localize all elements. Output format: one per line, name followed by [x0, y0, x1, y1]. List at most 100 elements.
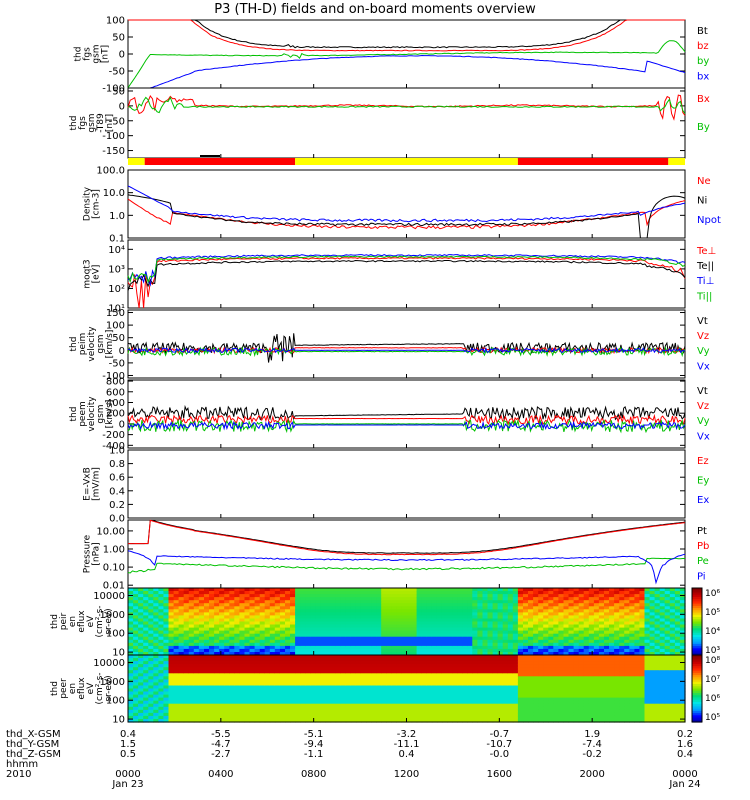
peir_spec-cell [497, 642, 504, 647]
peir_spec-cell [634, 588, 641, 592]
peir_spec-cell [497, 633, 504, 638]
peir_spec-cell [234, 603, 240, 607]
peer_spec-cell [153, 670, 159, 674]
peer_spec-cell [158, 703, 165, 708]
peir_spec-cell [269, 624, 276, 629]
peir_spec-cell [315, 621, 322, 626]
peer_spec-cell [386, 709, 392, 714]
peer_spec-cell [198, 694, 205, 699]
peir_spec-cell [355, 621, 362, 626]
peer_spec-cell [138, 697, 144, 702]
peer_spec-cell [477, 694, 484, 699]
peer_spec-cell [158, 661, 165, 665]
peir_spec-cell [659, 615, 666, 619]
peir_spec-cell [492, 636, 499, 641]
peer_spec-cell [360, 658, 367, 662]
peir_spec-cell [492, 612, 499, 616]
peir_spec-cell [609, 594, 615, 598]
peir_spec-cell [219, 591, 225, 595]
peir_spec-cell [330, 615, 337, 619]
peer_spec-cell [193, 670, 200, 674]
peer_spec-cell [320, 706, 327, 711]
peer_spec-cell [543, 682, 549, 686]
peir_spec-cell [198, 639, 205, 644]
peer_spec-cell [355, 719, 362, 723]
peer_spec-cell [158, 658, 165, 662]
peer_spec-cell [350, 706, 357, 711]
peir_spec-cell [401, 600, 408, 604]
peer_spec-cell [604, 673, 610, 677]
peer_spec-cell [249, 661, 256, 665]
peer_spec-cell [360, 694, 367, 699]
peir_spec-cell [598, 636, 605, 641]
peer_spec-cell [320, 715, 327, 720]
peir_spec-cell [274, 609, 281, 613]
peir_spec-cell [528, 597, 534, 601]
peem-ytick-label: 400 [106, 398, 125, 409]
peer_spec-cell [163, 719, 170, 723]
peer_spec-cell [538, 703, 544, 708]
peer_spec-cell [168, 703, 175, 708]
peir_spec-cell [411, 630, 418, 635]
peer_spec-cell [614, 712, 620, 717]
fgs-ylabel: fgs [83, 47, 93, 61]
peir_spec-cell [487, 648, 494, 653]
peer_spec-cell [143, 661, 149, 665]
peer_spec-cell [462, 706, 468, 711]
peir_spec-cell [133, 645, 139, 650]
peir_spec-cell [421, 630, 428, 635]
peir_spec-cell [634, 603, 641, 607]
peer_spec-cell [588, 676, 595, 680]
peir_spec-cell [234, 652, 240, 656]
peir_spec-cell [224, 636, 230, 641]
peer_spec-cell [254, 667, 261, 671]
peir_spec-cell [219, 636, 225, 641]
peer_spec-cell [639, 703, 646, 708]
peer_spec-cell [533, 679, 539, 683]
peir_spec-cell [381, 645, 387, 650]
peir_spec-cell [381, 652, 387, 656]
peir_spec-cell [376, 642, 382, 647]
peer_spec-cell [320, 712, 327, 717]
peer_spec-cell [320, 688, 327, 693]
peer_spec-cell [285, 700, 291, 705]
peer_spec-cell [335, 658, 342, 662]
peir_spec-cell [360, 627, 367, 632]
peir_spec-cell [193, 606, 200, 610]
peer_spec-cell [502, 700, 509, 705]
peir_spec-cell [345, 597, 352, 601]
peer_spec-cell [320, 661, 327, 665]
peer_spec-cell [406, 682, 413, 686]
peir_spec-cell [598, 615, 605, 619]
peir_spec-cell [502, 642, 509, 647]
peir_spec-cell [457, 636, 463, 641]
peir_spec-cell [239, 652, 246, 656]
peir_spec-cell [153, 642, 159, 647]
peir_spec-cell [512, 652, 519, 656]
peir_spec-cell [209, 621, 215, 626]
peer_spec-cell [295, 700, 301, 705]
peir_spec-cell [143, 645, 149, 650]
peer_spec-cell [350, 661, 357, 665]
peer_spec-cell [315, 661, 322, 665]
peir_spec-cell [436, 627, 443, 632]
peir_spec-cell [158, 652, 165, 656]
peir_spec-cell [396, 642, 403, 647]
peir_spec-cell [249, 591, 256, 595]
peer_spec-cell [244, 661, 251, 665]
peir_spec-cell [588, 642, 595, 647]
peir_spec-cell [396, 609, 403, 613]
peir_spec-cell [533, 652, 539, 656]
peir_spec-cell [249, 588, 256, 592]
efield-ylabel: [mV/m] [92, 467, 102, 501]
peer_spec-cell [249, 688, 256, 693]
peir_spec-cell [163, 588, 170, 592]
peer_spec-cell [517, 664, 524, 668]
peer_spec-cell [487, 703, 494, 708]
peer_spec-cell [528, 673, 534, 677]
peer_spec-cell [507, 700, 514, 705]
peir_spec-cell [406, 588, 413, 592]
peir_spec-cell [462, 627, 468, 632]
peer_spec-cell [350, 685, 357, 690]
peir_spec-cell [502, 612, 509, 616]
